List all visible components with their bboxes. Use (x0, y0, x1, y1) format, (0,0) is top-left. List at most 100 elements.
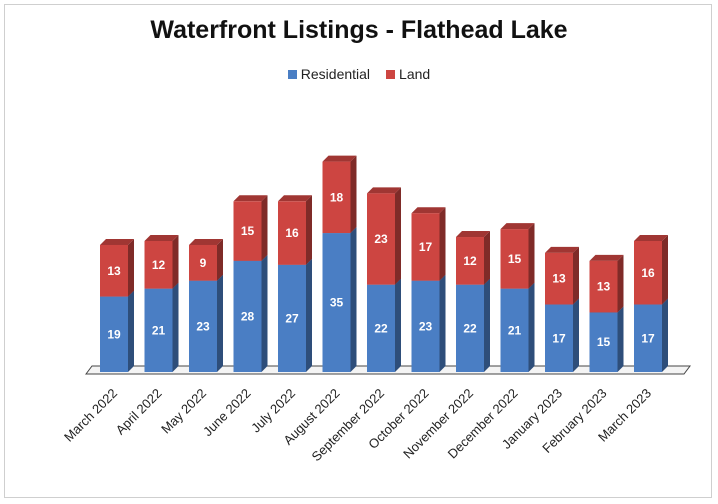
bar-land-0-top (100, 238, 134, 245)
data-label-residential-7: 23 (419, 319, 433, 333)
bar-land-0-front (100, 244, 128, 297)
bar-residential-2-front (189, 280, 217, 372)
bar-residential-2 (189, 274, 223, 372)
bar-land-11-top (589, 254, 624, 261)
bar-land-4-front (278, 201, 306, 265)
bar-land-10-side (573, 246, 579, 305)
bar-residential-12-front (634, 304, 662, 372)
bar-land-8-front (456, 237, 484, 285)
bar-land-7-side (439, 207, 446, 281)
legend-swatch-land (386, 69, 396, 79)
bar-land-1-top (144, 234, 179, 241)
data-label-land-10: 13 (552, 272, 566, 286)
data-label-land-4: 16 (285, 226, 299, 240)
chart-title: Waterfront Listings - Flathead Lake (150, 16, 568, 44)
legend-swatch-residential (287, 69, 297, 79)
data-label-residential-3: 28 (241, 309, 255, 323)
bar-land-1-front (144, 240, 173, 289)
data-label-residential-0: 19 (107, 327, 121, 341)
bar-land-12-top (634, 234, 668, 241)
bar-residential-6-side (395, 278, 401, 372)
bar-land-6-front (367, 193, 395, 285)
bar-land-5-side (350, 155, 357, 234)
bar-residential-5-front (322, 233, 351, 372)
data-label-residential-11: 15 (597, 335, 611, 349)
bar-land-7-front (411, 213, 440, 281)
bar-land-1-side (172, 234, 179, 289)
legend-item-residential: Residential (287, 66, 371, 82)
bar-land-7 (411, 207, 446, 281)
data-label-residential-9: 21 (508, 323, 522, 337)
bar-residential-10 (545, 298, 579, 372)
bar-residential-8-side (484, 278, 490, 372)
bar-land-5-front (322, 161, 351, 234)
bar-residential-12-side (662, 298, 668, 372)
bar-land-10 (545, 246, 579, 305)
bar-land-3 (233, 195, 268, 261)
bar-residential-0-side (128, 290, 134, 372)
bar-land-12 (634, 234, 668, 305)
bar-land-8 (456, 231, 490, 285)
bar-residential-1-side (172, 282, 179, 372)
bar-residential-10-front (545, 304, 573, 372)
data-label-land-0: 13 (107, 264, 121, 278)
bar-land-8-side (484, 231, 490, 285)
bar-land-2-top (189, 238, 223, 245)
data-label-land-2: 9 (200, 256, 207, 270)
legend-label-residential: Residential (300, 66, 371, 82)
bar-residential-0-front (100, 296, 128, 372)
data-label-land-5: 18 (330, 190, 344, 204)
legend-item-land: Land (386, 66, 430, 82)
data-label-land-9: 15 (508, 252, 522, 266)
data-label-land-8: 12 (463, 254, 477, 268)
bar-residential-4-side (306, 258, 312, 372)
bar-land-1 (144, 234, 179, 289)
bar-land-10-top (545, 246, 579, 253)
data-label-land-3: 15 (241, 224, 255, 238)
bar-land-9-top (500, 223, 535, 230)
data-label-residential-8: 22 (463, 321, 477, 335)
bar-land-9 (500, 223, 535, 289)
bar-land-5 (322, 155, 357, 234)
bar-residential-6 (367, 278, 401, 372)
bar-land-4 (278, 195, 312, 265)
bar-residential-11-side (617, 306, 624, 372)
bar-land-0-side (128, 238, 134, 297)
bar-land-8-top (456, 231, 490, 238)
data-label-residential-2: 23 (196, 319, 210, 333)
data-label-residential-12: 17 (641, 331, 655, 345)
bar-land-7-top (411, 207, 446, 214)
bar-residential-7-front (411, 280, 440, 372)
bar-residential-5 (322, 227, 357, 372)
bar-residential-6-front (367, 284, 395, 372)
bar-residential-7 (411, 274, 446, 372)
bar-land-3-front (233, 201, 262, 261)
chart-legend: Residential Land (0, 66, 718, 82)
bar-land-11-side (617, 254, 624, 313)
bar-land-6-top (367, 187, 401, 194)
data-label-residential-5: 35 (330, 296, 344, 310)
bar-land-2-side (217, 238, 223, 281)
bar-land-4-top (278, 195, 312, 202)
bar-residential-4-front (278, 264, 306, 372)
data-label-land-11: 13 (597, 280, 611, 294)
bar-residential-2-side (217, 274, 223, 372)
bar-land-2 (189, 238, 223, 281)
data-label-residential-1: 21 (152, 323, 166, 337)
bar-residential-3-side (261, 254, 268, 372)
bar-land-3-side (261, 195, 268, 261)
data-label-land-6: 23 (374, 232, 388, 246)
x-tick-label-1: April 2022 (113, 386, 165, 438)
bar-land-4-side (306, 195, 312, 265)
bar-land-0 (100, 238, 134, 297)
data-label-land-1: 12 (152, 258, 166, 272)
bar-residential-3 (233, 254, 268, 372)
bar-land-11-front (589, 260, 618, 313)
bar-residential-9-side (528, 282, 535, 372)
bar-residential-10-side (573, 298, 579, 372)
bar-land-6 (367, 187, 401, 285)
bar-land-2-front (189, 244, 217, 281)
bar-residential-5-side (350, 227, 357, 372)
bar-residential-11-front (589, 312, 618, 372)
